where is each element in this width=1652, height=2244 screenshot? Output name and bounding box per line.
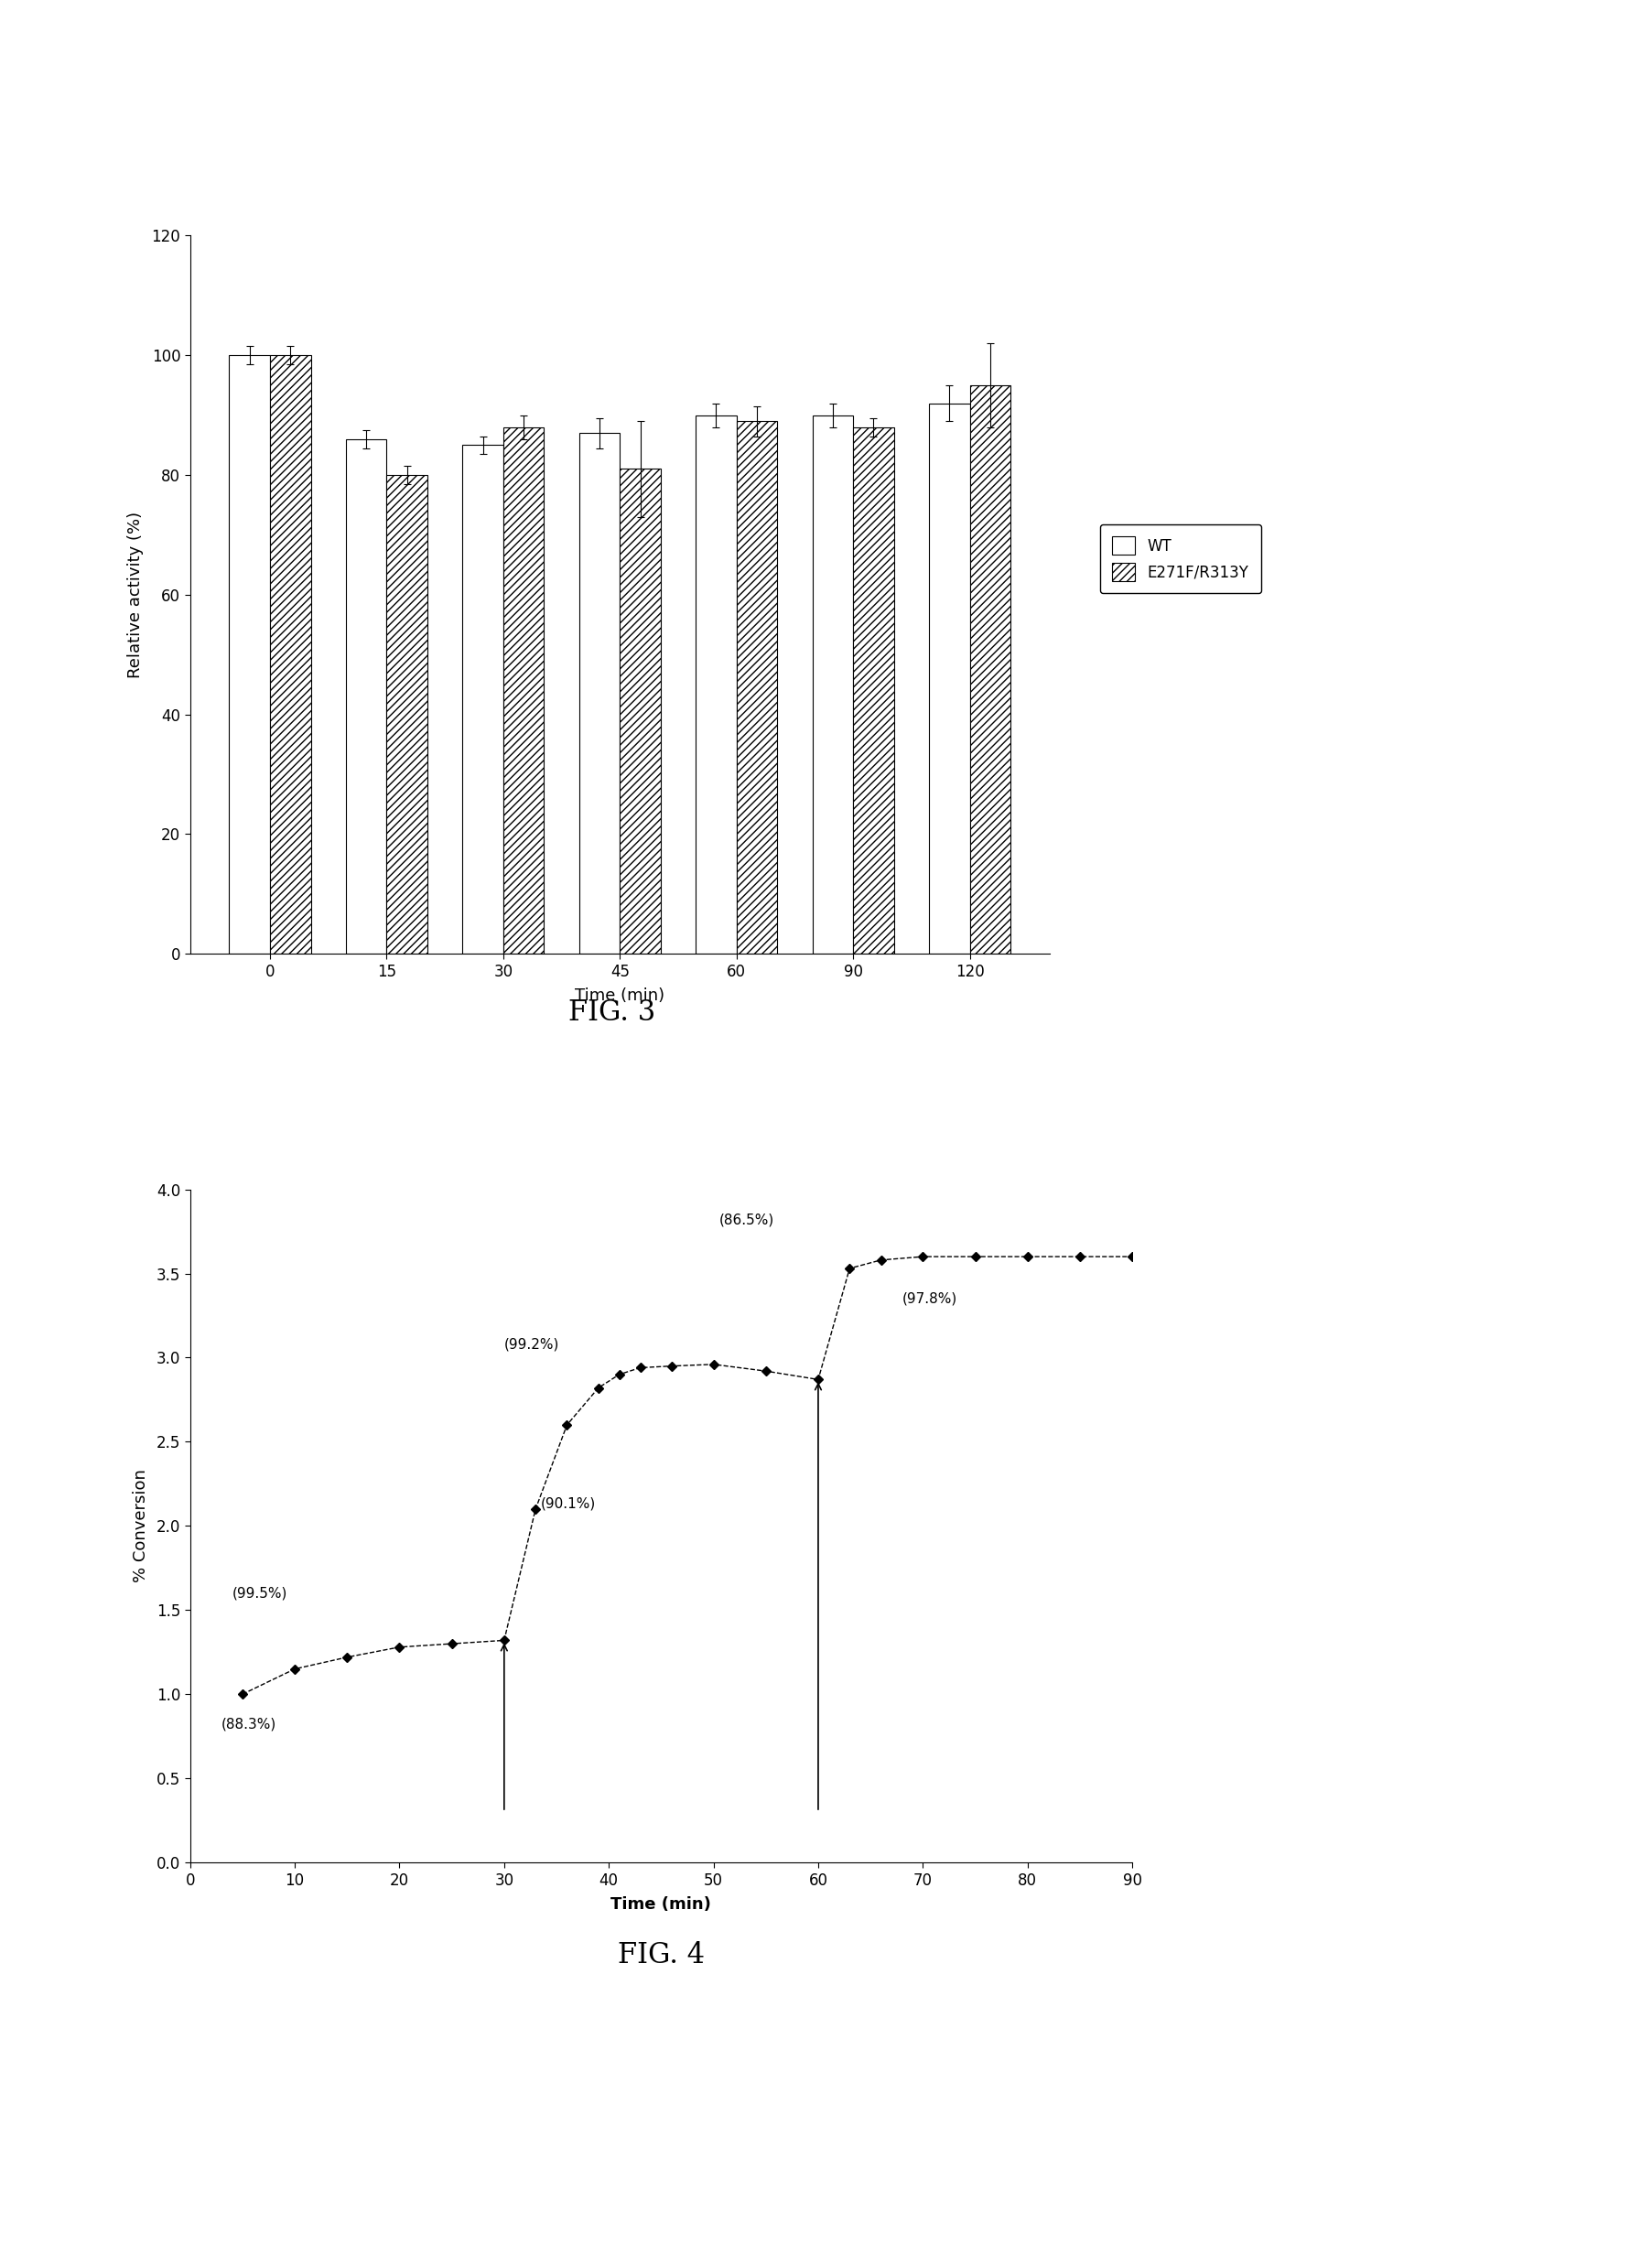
Text: FIG. 4: FIG. 4 — [618, 1941, 704, 1970]
Bar — [463, 444, 502, 954]
Bar — [269, 355, 311, 954]
Text: (97.8%): (97.8%) — [902, 1293, 957, 1306]
Bar — [852, 426, 894, 954]
Text: FIG. 3: FIG. 3 — [568, 999, 654, 1028]
X-axis label: Time (min): Time (min) — [575, 987, 664, 1003]
X-axis label: Time (min): Time (min) — [611, 1896, 710, 1912]
Y-axis label: % Conversion: % Conversion — [132, 1470, 149, 1582]
Bar — [811, 415, 852, 954]
Bar — [502, 426, 544, 954]
Text: (99.5%): (99.5%) — [231, 1587, 287, 1600]
Text: (99.2%): (99.2%) — [504, 1337, 558, 1351]
Bar — [970, 386, 1009, 954]
Bar — [620, 469, 661, 954]
Text: (86.5%): (86.5%) — [719, 1212, 773, 1227]
Bar — [345, 440, 387, 954]
Bar — [928, 404, 970, 954]
Bar — [387, 476, 428, 954]
Text: (88.3%): (88.3%) — [221, 1717, 276, 1732]
Bar — [737, 422, 776, 954]
Bar — [230, 355, 269, 954]
Bar — [578, 433, 620, 954]
Legend: WT, E271F/R313Y: WT, E271F/R313Y — [1100, 525, 1260, 592]
Text: (90.1%): (90.1%) — [540, 1497, 596, 1510]
Y-axis label: Relative activity (%): Relative activity (%) — [127, 512, 144, 678]
Bar — [695, 415, 737, 954]
